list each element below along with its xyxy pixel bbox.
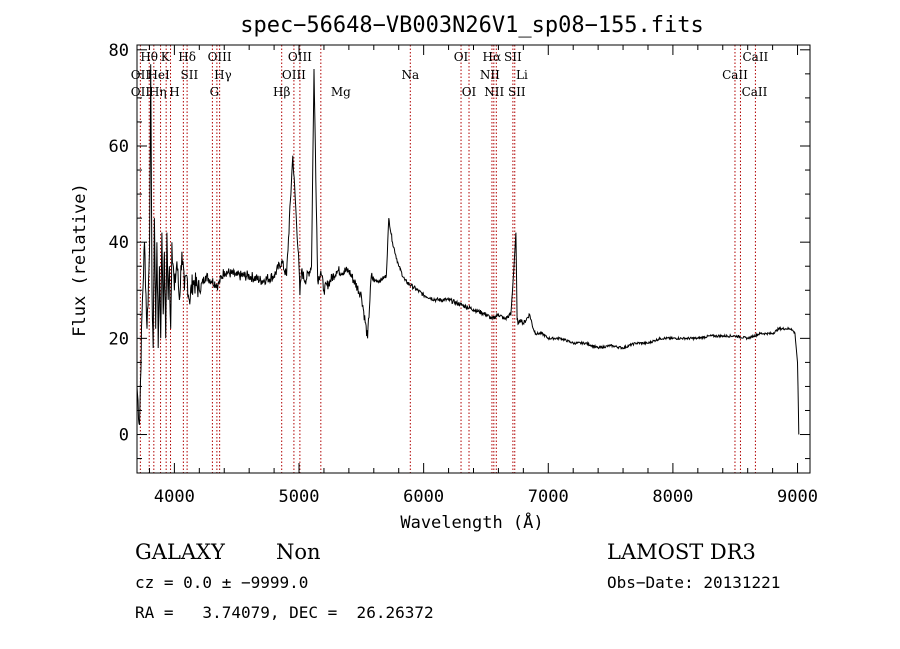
line-label: Hη [149,85,167,99]
line-label: OIII [282,68,306,82]
line-label: HeI [147,68,170,82]
line-label: SII [508,85,526,99]
x-tick-label: 4000 [154,487,195,507]
line-label: Hγ [214,68,232,82]
line-label: K [161,50,171,64]
line-label: OIII [288,50,312,64]
line-label: CaII [742,85,768,99]
x-axis-ticks: 4000 5000 6000 7000 8000 9000 [148,45,818,507]
line-label: Hα [483,50,502,64]
y-tick-label: 0 [119,426,129,446]
spectrum-line [136,64,800,435]
line-label: CaII [742,50,768,64]
x-tick-label: 8000 [652,487,693,507]
ra-dec-coordinates: RA = 3.74079, DEC = 26.26372 [135,603,434,622]
redshift-cz: cz = 0.0 ± −9999.0 [135,573,309,592]
chart-title: spec−56648−VB003N26V1_sp08−155.fits [240,13,704,38]
line-label: Hθ [140,50,158,64]
line-label: OI [462,85,477,99]
line-label: OII [131,85,151,99]
line-label: NII [480,68,500,82]
x-tick-label: 6000 [403,487,444,507]
line-label: Na [401,68,419,82]
survey-name: LAMOST DR3 [607,540,756,564]
line-label: OI [454,50,469,64]
line-label: NII [484,85,504,99]
line-label: SII [504,50,522,64]
line-label: SII [181,68,199,82]
line-label: CaII [722,68,748,82]
x-tick-label: 9000 [777,487,818,507]
line-label: OII [131,68,151,82]
y-tick-label: 80 [109,41,129,61]
line-label: G [210,85,220,99]
object-class: GALAXY [135,540,225,564]
x-tick-label: 5000 [279,487,320,507]
line-label: Hβ [273,85,290,99]
object-subclass: Non [276,540,321,564]
line-label: Hδ [178,50,196,64]
y-tick-label: 20 [109,329,129,349]
x-tick-label: 7000 [528,487,569,507]
line-label: Mg [331,85,351,99]
line-markers [139,45,756,473]
line-label: H [169,85,179,99]
y-tick-label: 40 [109,233,129,253]
plot-frame [136,44,811,474]
y-axis-label: Flux (relative) [70,183,90,337]
line-label: Li [516,68,528,82]
y-axis-ticks: 0 20 40 60 80 [109,41,810,460]
y-tick-label: 60 [109,137,129,157]
line-label: OIII [208,50,232,64]
x-axis-label: Wavelength (Å) [400,511,543,533]
line-labels: OII OII Hθ Hη HeI K H Hδ SII OIII Hγ G Hβ OIII OIII Mg N… [131,50,769,99]
observation-date: Obs−Date: 20131221 [607,573,781,592]
